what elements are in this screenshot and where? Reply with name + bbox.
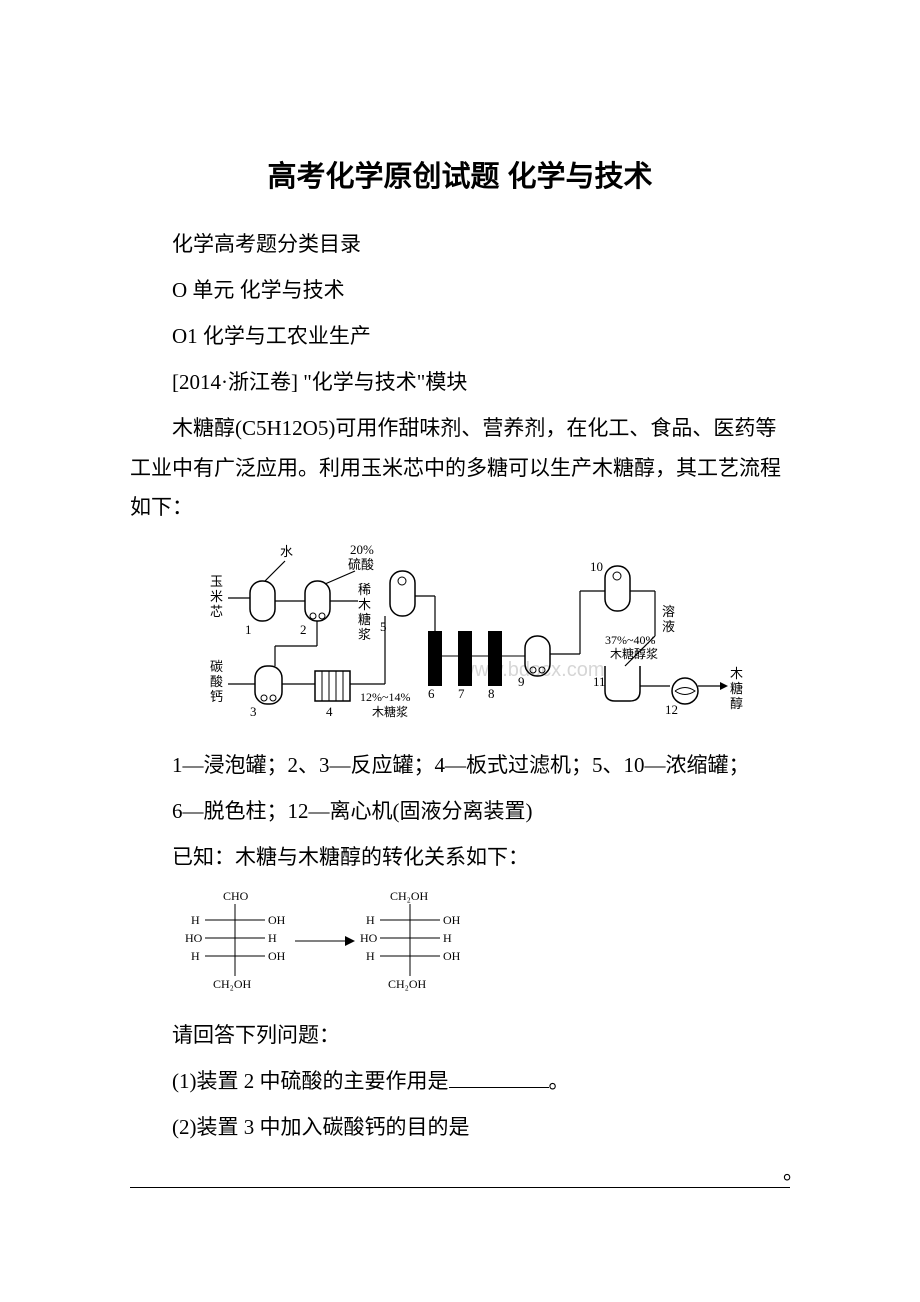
svg-text:9: 9 [518, 674, 525, 689]
paragraph-section: O1 化学与工农业生产 [130, 317, 790, 357]
svg-text:H: H [366, 949, 375, 963]
svg-text:液: 液 [662, 619, 675, 634]
svg-text:5: 5 [380, 619, 387, 634]
label-xmtj: 稀 [358, 582, 371, 597]
label-rongye: 溶 [662, 604, 675, 619]
svg-text:H: H [268, 931, 277, 945]
question-intro: 请回答下列问题： [130, 1016, 790, 1056]
svg-text:芯: 芯 [210, 604, 223, 619]
svg-text:CH₂OH: CH₂OH [390, 889, 429, 903]
q1-text-b: 。 [549, 1069, 570, 1093]
label-yumi: 玉 [210, 574, 223, 589]
structure-figure: CHO HOH HOH HOH CH₂OH CH₂OH HOH HOH [130, 886, 790, 996]
q2-blank-line: 。 [130, 1154, 790, 1189]
label-caco3: 碳 [210, 659, 223, 674]
svg-text:OH: OH [443, 949, 461, 963]
svg-text:木糖浆: 木糖浆 [372, 704, 408, 719]
label-mtj: 12%~14% [360, 690, 410, 704]
svg-text:H: H [443, 931, 452, 945]
svg-text:10: 10 [590, 559, 603, 574]
svg-text:糖: 糖 [730, 681, 743, 696]
svg-text:HO: HO [185, 931, 203, 945]
svg-text:H: H [191, 949, 200, 963]
q2-period: 。 [783, 1153, 804, 1193]
caption-line-1: 1—浸泡罐；2、3—反应罐；4—板式过滤机；5、10—浓缩罐； [130, 746, 790, 786]
svg-text:CH₂OH: CH₂OH [388, 977, 427, 991]
q1-text-a: (1)装置 2 中硫酸的主要作用是 [172, 1069, 449, 1093]
svg-text:钙: 钙 [210, 689, 223, 704]
svg-text:2: 2 [300, 622, 307, 637]
svg-text:H: H [366, 913, 375, 927]
paragraph-intro: 木糖醇(C5H12O5)可用作甜味剂、营养剂，在化工、食品、医药等工业中有广泛应… [130, 409, 790, 529]
svg-text:11: 11 [593, 674, 606, 689]
label-mtc: 木 [730, 666, 743, 681]
svg-text:8: 8 [488, 686, 495, 701]
svg-text:3: 3 [250, 704, 257, 719]
svg-text:CHO: CHO [223, 889, 249, 903]
question-2: (2)装置 3 中加入碳酸钙的目的是 [130, 1108, 790, 1148]
svg-text:OH: OH [443, 913, 461, 927]
svg-text:OH: OH [268, 949, 286, 963]
paragraph-unit: O 单元 化学与技术 [130, 271, 790, 311]
known-line: 已知：木糖与木糖醇的转化关系如下： [130, 838, 790, 878]
svg-text:1: 1 [245, 622, 252, 637]
flowchart-figure: www.bdocx.com 玉 米 芯 水 20% 硫酸 碳 酸 钙 1 [130, 536, 790, 726]
watermark-text: www.bdocx.com [459, 659, 605, 681]
svg-text:浆: 浆 [358, 627, 371, 642]
label-water: 水 [280, 544, 293, 559]
page-title: 高考化学原创试题 化学与技术 [130, 150, 790, 205]
svg-text:4: 4 [326, 704, 333, 719]
label-mtcj: 37%~40% [605, 633, 655, 647]
svg-text:硫酸: 硫酸 [348, 557, 374, 572]
svg-text:糖: 糖 [358, 612, 371, 627]
svg-text:木糖醇浆: 木糖醇浆 [610, 646, 658, 661]
label-h2so4: 20% [350, 542, 374, 557]
svg-text:12: 12 [665, 702, 678, 717]
svg-text:醇: 醇 [730, 696, 743, 711]
svg-text:OH: OH [268, 913, 286, 927]
svg-text:CH₂OH: CH₂OH [213, 977, 252, 991]
svg-text:7: 7 [458, 686, 465, 701]
svg-text:6: 6 [428, 686, 435, 701]
paragraph-source: [2014·浙江卷] "化学与技术"模块 [130, 363, 790, 403]
svg-text:米: 米 [210, 589, 223, 604]
svg-text:HO: HO [360, 931, 378, 945]
svg-text:H: H [191, 913, 200, 927]
svg-text:木: 木 [358, 597, 371, 612]
caption-line-2: 6—脱色柱；12—离心机(固液分离装置) [130, 792, 790, 832]
svg-text:酸: 酸 [210, 674, 223, 689]
q1-blank [449, 1064, 549, 1088]
paragraph-toc: 化学高考题分类目录 [130, 225, 790, 265]
question-1: (1)装置 2 中硫酸的主要作用是 。 [130, 1062, 790, 1102]
